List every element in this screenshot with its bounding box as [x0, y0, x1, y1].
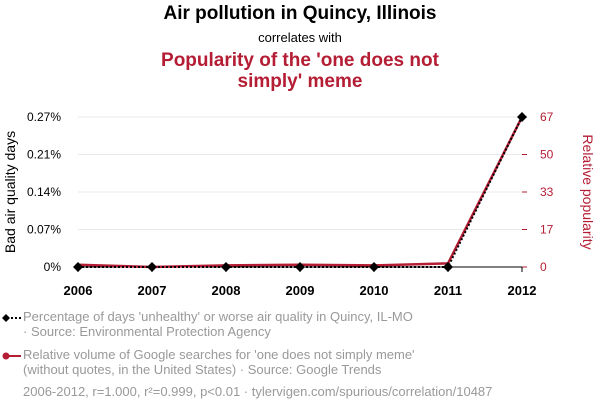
red-dot-line-icon	[2, 352, 21, 360]
x-tick-label: 2012	[508, 283, 537, 298]
line-chart: 0% 0.07% 0.14% 0.21% 0.27% 0 17 33 50 67 2006 2007 2…	[2, 110, 596, 298]
y-left-tick-label: 0%	[44, 260, 62, 274]
x-tick-label: 2010	[360, 283, 389, 298]
y-right-tick-label: 33	[540, 185, 554, 199]
legend-air-line2: · Source: Environmental Protection Agenc…	[23, 324, 271, 339]
y-left-tick-label: 0.27%	[27, 110, 61, 124]
series-air-pollution-point	[295, 262, 305, 272]
chart-connector: correlates with	[258, 30, 342, 45]
series-air-pollution-point	[147, 262, 157, 272]
y-left-tick-label: 0.07%	[27, 223, 61, 237]
dotted-diamond-line-icon	[2, 314, 21, 322]
series-air-pollution-point	[369, 262, 379, 272]
series-air-pollution-point	[443, 262, 453, 272]
y-left-axis-label: Bad air quality days	[2, 131, 18, 253]
series-air-pollution-point	[221, 262, 231, 272]
x-tick-label: 2009	[286, 283, 315, 298]
series-air-pollution-point	[73, 262, 83, 272]
y-left-tick-label: 0.21%	[27, 148, 61, 162]
chart-title: Air pollution in Quincy, Illinois	[163, 3, 437, 24]
y-right-tick-label: 50	[540, 148, 554, 162]
y-right-axis-label: Relative popularity	[580, 134, 596, 249]
legend-meme-line1: Relative volume of Google searches for '…	[23, 347, 415, 362]
y-right-tick-label: 17	[540, 223, 554, 237]
footer-stats: 2006-2012, r=1.000, r²=0.999, p<0.01 · t…	[23, 384, 493, 399]
x-tick-label: 2007	[138, 283, 167, 298]
legend-air-line1: Percentage of days 'unhealthy' or worse …	[23, 309, 413, 324]
x-tick-label: 2011	[434, 283, 462, 298]
y-right-tick-label: 67	[540, 110, 554, 124]
x-tick-label: 2006	[64, 283, 93, 298]
x-tick-label: 2008	[212, 283, 241, 298]
y-right-tick-label: 0	[540, 260, 547, 274]
series-air-pollution-point	[517, 112, 527, 122]
legend-meme-line2: (without quotes, in the United States) ·…	[23, 362, 382, 377]
y-left-tick-label: 0.14%	[27, 185, 61, 199]
chart-subtitle: Popularity of the 'one does not simply' …	[161, 50, 439, 92]
